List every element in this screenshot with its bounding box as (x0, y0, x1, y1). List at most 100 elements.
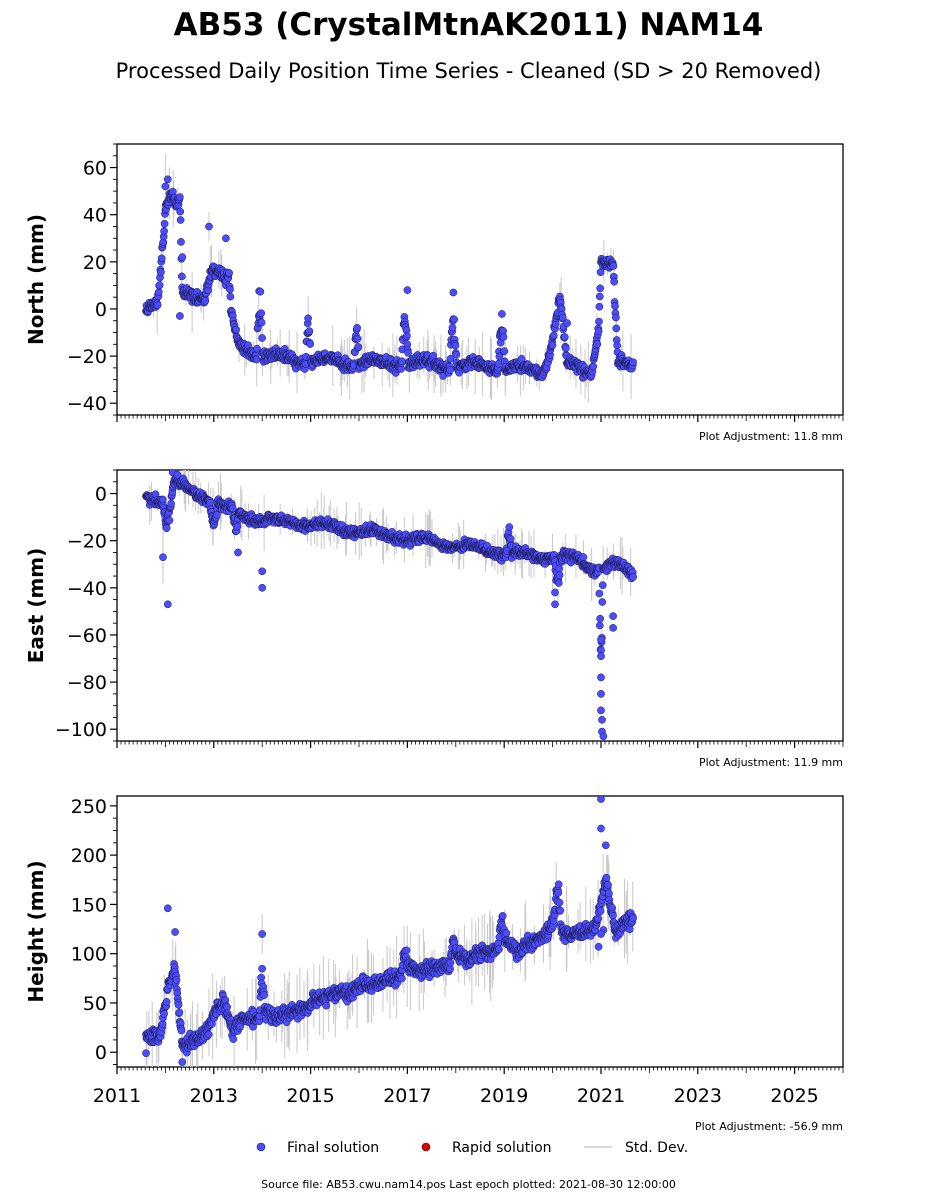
x-tick-label: 2017 (383, 1085, 431, 1107)
data-point (554, 888, 563, 897)
data-point (555, 571, 564, 580)
x-tick-label: 2019 (480, 1085, 528, 1107)
panel-height: 0 50 100 150 200 250 2011 2013 2015 2017 2019 2021 2… (24, 795, 844, 1133)
data-point (226, 285, 234, 294)
legend-label-final: Final solution (287, 1140, 379, 1156)
data-point (625, 925, 634, 934)
data-point (551, 588, 559, 597)
y-tick-label: 100 (71, 944, 107, 966)
data-point (595, 589, 604, 598)
data-point (595, 317, 603, 326)
legend: Final solution Rapid solution Std. Dev. (256, 1140, 688, 1156)
data-point (596, 907, 605, 915)
data-point (253, 344, 261, 353)
data-point (597, 635, 605, 644)
data-point (404, 348, 412, 357)
data-point (322, 1001, 331, 1010)
data-point (595, 621, 604, 630)
data-point (506, 534, 515, 543)
data-point (398, 974, 406, 983)
y-axis-label: North (mm) (24, 214, 48, 345)
data-point (597, 796, 605, 803)
data-point (206, 498, 215, 507)
data-point (232, 325, 240, 334)
data-point (611, 302, 619, 310)
data-point (229, 1035, 238, 1043)
data-point (601, 841, 610, 850)
source-line: Source file: AB53.cwu.nam14.pos Last epo… (261, 1178, 676, 1191)
data-point (228, 504, 237, 513)
data-point (597, 930, 605, 938)
data-point (258, 567, 267, 576)
data-point (160, 219, 169, 228)
data-point (257, 309, 266, 318)
x-tick-label: 2015 (286, 1085, 334, 1107)
y-axis-label: Height (mm) (24, 860, 48, 1002)
data-point (160, 1009, 168, 1018)
data-point (353, 323, 361, 332)
data-point (212, 510, 221, 519)
data-point (613, 341, 621, 350)
y-tick-label: 150 (71, 894, 107, 916)
x-tick-label: 2011 (93, 1085, 141, 1107)
data-point (201, 296, 210, 305)
data-point (555, 898, 564, 907)
legend-marker-final (256, 1142, 266, 1152)
data-point (226, 292, 235, 301)
data-point (172, 976, 181, 984)
y-tick-label: −80 (67, 672, 107, 694)
y-tick-label: 50 (83, 993, 107, 1015)
legend-marker-rapid (421, 1142, 431, 1152)
data-point (258, 964, 266, 973)
data-point (598, 598, 607, 606)
data-point (629, 358, 637, 367)
data-point (429, 351, 438, 360)
data-point (354, 343, 363, 351)
data-point (602, 873, 611, 882)
data-point (605, 889, 613, 898)
data-point (495, 945, 503, 954)
panel-east: −100 −80 −60 −40 −20 0 East (mm) Plot Adjustmen… (24, 469, 844, 769)
data-point (595, 302, 604, 311)
data-point (163, 904, 172, 913)
data-point (398, 357, 406, 366)
data-point (558, 313, 567, 322)
data-point (402, 946, 411, 955)
x-tick-label: 2021 (577, 1085, 625, 1107)
series-final-solution (142, 796, 637, 1067)
chart-subtitle: Processed Daily Position Time Series - C… (116, 59, 822, 83)
data-point (548, 341, 557, 350)
data-point (304, 314, 312, 323)
data-point (498, 310, 506, 318)
data-point (594, 942, 603, 951)
panel-north: −40 −20 0 20 40 60 North (mm) Plot Adjustment: … (24, 143, 844, 443)
data-point (171, 928, 179, 936)
data-point (257, 318, 266, 327)
legend-label-stddev: Std. Dev. (625, 1140, 688, 1156)
data-point (597, 824, 605, 833)
data-point (599, 732, 608, 741)
data-point (161, 182, 170, 191)
x-tick-label: 2013 (190, 1085, 238, 1107)
data-point (162, 997, 171, 1006)
data-point (596, 284, 605, 293)
plot-adjustment: Plot Adjustment: 11.8 mm (699, 430, 843, 443)
y-tick-label: −40 (67, 393, 107, 415)
legend-label-rapid: Rapid solution (452, 1140, 552, 1156)
y-tick-label: −40 (67, 578, 107, 600)
data-point (596, 614, 605, 623)
data-point (609, 612, 617, 620)
data-point (594, 327, 603, 336)
data-point (589, 362, 598, 371)
data-point (502, 929, 511, 937)
data-point (610, 277, 619, 286)
data-point (449, 288, 458, 297)
data-point (451, 341, 460, 350)
x-tick-label: 2025 (770, 1085, 818, 1107)
data-point (174, 1000, 183, 1009)
data-point (549, 331, 558, 340)
data-point (403, 332, 411, 340)
data-point (260, 991, 268, 999)
data-point (163, 175, 172, 184)
y-tick-label: −60 (67, 625, 107, 647)
